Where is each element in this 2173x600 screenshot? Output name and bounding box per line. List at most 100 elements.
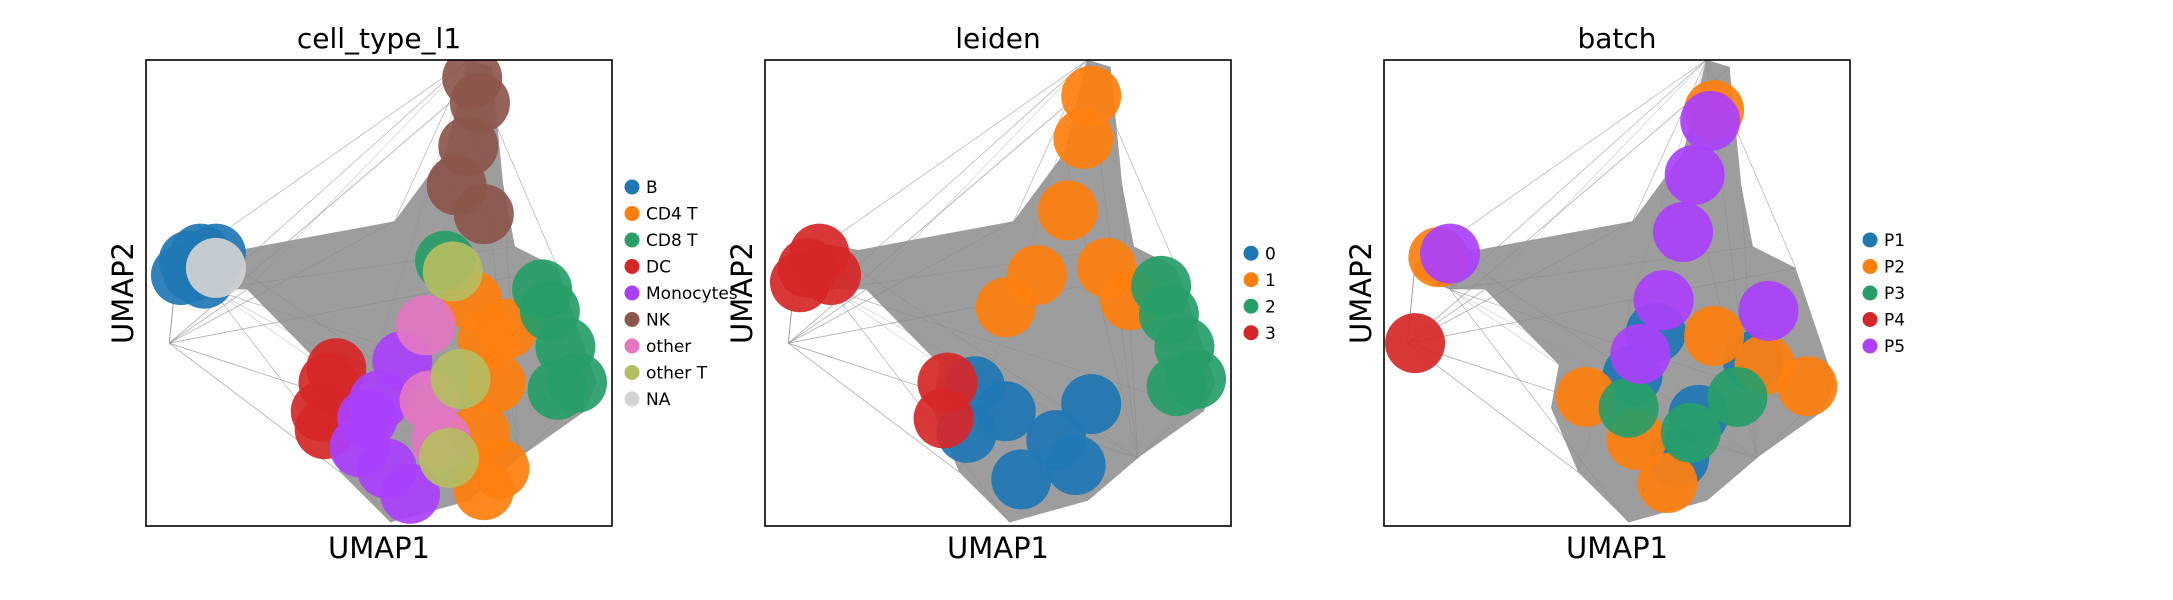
data-point (380, 463, 441, 524)
legend-label: other (646, 337, 691, 357)
legend-label: NA (646, 390, 671, 410)
series-cd8-t (415, 230, 608, 420)
data-point (913, 388, 974, 449)
x-axis-label: UMAP1 (1566, 531, 1668, 565)
data-point (1166, 349, 1227, 410)
legend-marker (624, 338, 640, 354)
edge-line (1632, 60, 1707, 222)
panel-cell-type-l1: cell_type_l1 UMAP1 UMAP2 B CD4 T CD8 T DC Mo… (106, 22, 738, 565)
legend: B CD4 T CD8 T DC Monocytes NK other other T NA (624, 178, 738, 410)
data-point (1680, 90, 1741, 151)
legend-marker (1862, 338, 1878, 354)
legend-marker (624, 259, 640, 274)
edge-line (211, 289, 321, 365)
edge-line (788, 342, 960, 473)
legend-label: CD8 T (646, 231, 698, 251)
legend-marker (624, 285, 640, 301)
data-point (1061, 374, 1122, 435)
legend-marker (1243, 272, 1259, 288)
legend-marker (624, 312, 640, 327)
data-point (430, 349, 491, 410)
legend-marker (1243, 245, 1259, 261)
edge-line (1706, 60, 1730, 68)
data-point (991, 449, 1052, 510)
data-point (1131, 255, 1192, 316)
edge-line (788, 289, 867, 344)
series-p3 (1598, 366, 1768, 463)
data-point (1738, 280, 1799, 341)
plot-frame (764, 59, 1232, 527)
legend-label: 1 (1265, 271, 1276, 291)
plot-frame (1383, 59, 1851, 527)
data-point (1777, 356, 1838, 417)
data-point (547, 352, 608, 413)
data-point (1061, 65, 1122, 126)
legend-marker (1243, 298, 1259, 314)
data-point (1684, 306, 1745, 367)
legend-marker (624, 365, 640, 380)
legend-marker (1862, 259, 1878, 274)
edge-line (1087, 60, 1111, 68)
edge-line (1407, 66, 1730, 344)
edge-line (795, 60, 1088, 265)
data-point (512, 259, 573, 320)
legend-marker (1862, 232, 1878, 248)
plot-area (1385, 60, 1838, 523)
legend-marker (1862, 285, 1878, 301)
legend-label: P4 (1884, 311, 1905, 331)
chart-title: leiden (955, 22, 1041, 55)
x-axis-label: UMAP1 (328, 531, 430, 565)
series-nk (426, 60, 514, 245)
data-point (1707, 366, 1768, 427)
legend-marker (624, 232, 640, 248)
scatter-points (769, 65, 1227, 510)
chart-title: batch (1577, 22, 1656, 55)
data-point (337, 388, 398, 449)
legend-label: P1 (1884, 231, 1905, 251)
legend-label: P2 (1884, 258, 1905, 278)
legend-marker (624, 179, 640, 195)
legend-label: CD4 T (646, 205, 698, 225)
data-point (1664, 144, 1725, 205)
series-1 (975, 65, 1161, 338)
legend: 0 1 2 3 (1243, 244, 1276, 344)
legend-marker (1243, 325, 1259, 341)
plot-area (150, 60, 608, 524)
data-point (395, 295, 456, 356)
panel-batch: batch UMAP1 UMAP2 P1 P2 P3 P4 P5 (1344, 22, 1905, 565)
legend-label: DC (646, 258, 671, 278)
plot-frame (145, 59, 613, 527)
data-point (442, 60, 503, 108)
series-p4 (1385, 313, 1446, 374)
legend-label: P5 (1884, 337, 1905, 357)
data-point (418, 427, 479, 488)
chart-title: cell_type_l1 (297, 22, 461, 55)
scatter-points (150, 60, 608, 524)
data-point (1637, 452, 1698, 513)
data-point (1385, 313, 1446, 374)
data-point (769, 252, 830, 313)
y-axis-label: UMAP2 (1344, 242, 1378, 344)
legend-label: other T (646, 364, 708, 384)
plot-area (769, 60, 1227, 523)
legend-label: P3 (1884, 284, 1905, 304)
data-point (1598, 377, 1659, 438)
series-p5 (1420, 90, 1799, 384)
legend-marker (1862, 312, 1878, 327)
series-other-t (418, 241, 491, 488)
legend-label: NK (646, 311, 671, 331)
legend-label: Monocytes (646, 284, 738, 304)
legend-label: 0 (1265, 244, 1276, 264)
edge-line (169, 289, 248, 344)
legend-marker (624, 391, 640, 407)
legend-label: 2 (1265, 297, 1276, 317)
data-point (975, 277, 1036, 338)
x-axis-label: UMAP1 (947, 531, 1049, 565)
series-2 (1131, 255, 1227, 417)
legend-marker (624, 206, 640, 221)
data-point (1610, 323, 1671, 384)
data-point (1660, 402, 1721, 463)
y-axis-label: UMAP2 (106, 242, 140, 344)
data-point (1037, 180, 1098, 241)
